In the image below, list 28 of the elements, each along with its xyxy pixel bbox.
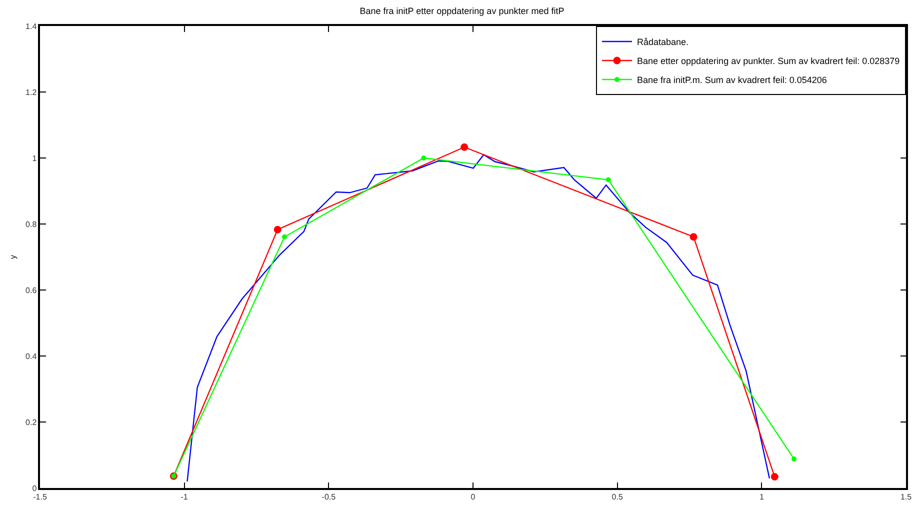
legend-label: Bane etter oppdatering av punkter. Sum av kvadrert feil: 0.028379: [637, 56, 900, 66]
point: [421, 156, 426, 160]
y-tick-label: 0.4: [26, 352, 38, 361]
point: [770, 473, 778, 481]
y-axis-title: y: [8, 255, 18, 259]
x-tick-label: 1.5: [900, 492, 912, 502]
y-tick-label: 1.4: [26, 22, 38, 31]
x-tick-label: -0.5: [322, 492, 336, 502]
x-tick-label: 0.5: [612, 492, 624, 502]
y-tick-label: 1.2: [26, 88, 38, 97]
y-tick-label: 0.6: [26, 286, 38, 295]
y-tick-label: 0.8: [26, 220, 38, 229]
point: [690, 233, 698, 241]
point: [460, 143, 468, 151]
y-tick-label: 0.2: [26, 418, 38, 427]
y-tick-label: 1: [32, 154, 38, 163]
x-tick-label: -1.5: [33, 492, 48, 502]
legend-label: Bane fra initP.m. Sum av kvadrert feil: 0.054206: [637, 75, 827, 86]
x-tick-label: 1: [759, 492, 764, 502]
point: [606, 177, 611, 182]
point: [282, 234, 287, 240]
legend-label: Rådatabane.: [637, 37, 689, 48]
y-tick-label: 0: [32, 484, 38, 493]
point: [274, 226, 282, 234]
chart-title: Bane fra initP etter oppdatering av punkter med fitP: [360, 6, 564, 16]
point: [792, 456, 796, 462]
x-tick-label: -1: [180, 492, 188, 502]
x-tick-label: 0: [470, 492, 476, 502]
